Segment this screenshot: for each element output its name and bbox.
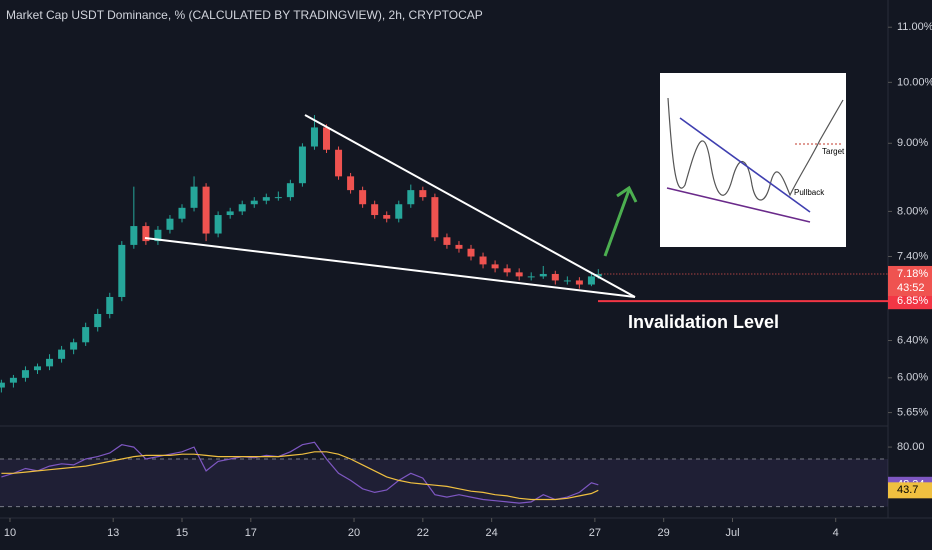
candle-body	[226, 211, 234, 216]
rsi-line	[1, 451, 599, 501]
inset-pullback: Pullback	[794, 188, 825, 197]
candle-body	[34, 366, 42, 371]
trendline-lower	[144, 237, 636, 298]
candle-body	[503, 268, 511, 273]
candle-body	[491, 264, 499, 269]
trendline-upper	[304, 114, 636, 298]
candle-body	[419, 190, 427, 198]
candle-body	[479, 256, 487, 265]
x-tick-label: 27	[589, 527, 601, 539]
x-tick-label: 4	[833, 527, 839, 539]
candle-body	[94, 313, 102, 328]
candle-body	[262, 197, 270, 201]
rsi-value-bg	[888, 482, 932, 499]
x-tick-label: 15	[176, 527, 188, 539]
marks: 11.00% 10.00% 9.00% 8.00% 7.40% 6.40% 6.00% 5.6…	[0, 21, 932, 539]
x-tick-label: 24	[486, 527, 498, 539]
candle-body	[407, 190, 415, 205]
candle-body	[383, 215, 391, 219]
y-tick-label: 8.00%	[897, 205, 928, 217]
candle-body	[539, 273, 547, 277]
candle-body	[166, 218, 174, 230]
candle-body	[130, 226, 138, 245]
x-tick-label: 13	[107, 527, 119, 539]
candle-body	[515, 272, 523, 277]
invalidation-label-bg	[888, 293, 932, 310]
candle-body	[142, 226, 150, 242]
candle-body	[154, 229, 162, 242]
candle-body	[70, 342, 78, 350]
x-tick-label: 10	[4, 527, 16, 539]
candle-body	[575, 280, 583, 285]
y-tick-label: 10.00%	[897, 76, 932, 88]
candle-body	[46, 358, 54, 367]
rsi-band-fill	[0, 458, 888, 507]
candle-body	[190, 186, 198, 208]
y-tick-label: 11.00%	[897, 21, 932, 33]
candle-body	[310, 127, 318, 147]
candle-body	[431, 197, 439, 238]
y-tick-label: 9.00%	[897, 137, 928, 149]
x-tick-label: 20	[348, 527, 360, 539]
candle-body	[250, 200, 258, 205]
y-tick-label: 5.65%	[897, 406, 928, 418]
candle-body	[106, 296, 114, 314]
rsi-value-label: 43.7	[897, 484, 918, 496]
candle-body	[82, 327, 90, 343]
last-price-label: 7.18%	[897, 268, 928, 280]
x-tick-label: Jul	[725, 527, 739, 539]
candle-body	[594, 273, 602, 277]
x-tick-label: 22	[417, 527, 429, 539]
candle-body	[347, 176, 355, 191]
rsi-tick-label: 80.00	[897, 441, 925, 453]
rsi-line	[1, 441, 599, 504]
candle-body	[9, 377, 17, 383]
candle-body	[467, 248, 475, 257]
candle-body	[551, 273, 559, 281]
candle-body	[21, 370, 29, 378]
candle-body	[323, 127, 331, 150]
candle-body	[274, 197, 282, 199]
candle-body	[359, 190, 367, 205]
y-tick-label: 6.00%	[897, 372, 928, 384]
breakout-arrow	[603, 185, 638, 257]
candle-body	[178, 207, 186, 219]
countdown: 43:52	[897, 282, 925, 294]
candle-body	[118, 244, 126, 297]
x-tick-label: 17	[245, 527, 257, 539]
inset-target: Target	[822, 147, 845, 156]
candle-body	[298, 146, 306, 184]
candle-body	[286, 183, 294, 198]
y-tick-label: 7.40%	[897, 250, 928, 262]
candle-body	[563, 280, 571, 282]
candle-body	[587, 276, 595, 285]
inset-diagram: Target Pullback	[660, 73, 846, 247]
candle-body	[238, 204, 246, 212]
candle-body	[395, 204, 403, 219]
candle-body	[455, 244, 463, 249]
candle-body	[335, 149, 343, 177]
invalidation-label: 6.85%	[897, 295, 928, 307]
last-price-bg	[888, 265, 932, 296]
candle-body	[214, 215, 222, 234]
candle-body	[443, 237, 451, 245]
candle-body	[371, 204, 379, 216]
x-tick-label: 29	[658, 527, 670, 539]
chart-title: Market Cap USDT Dominance, % (CALCULATED…	[6, 8, 483, 22]
candle-body	[58, 349, 66, 359]
candle-body	[202, 186, 210, 234]
candle-body	[527, 276, 535, 278]
annotation: Invalidation Level	[628, 312, 779, 332]
y-tick-label: 6.40%	[897, 334, 928, 346]
candle-body	[0, 382, 5, 388]
